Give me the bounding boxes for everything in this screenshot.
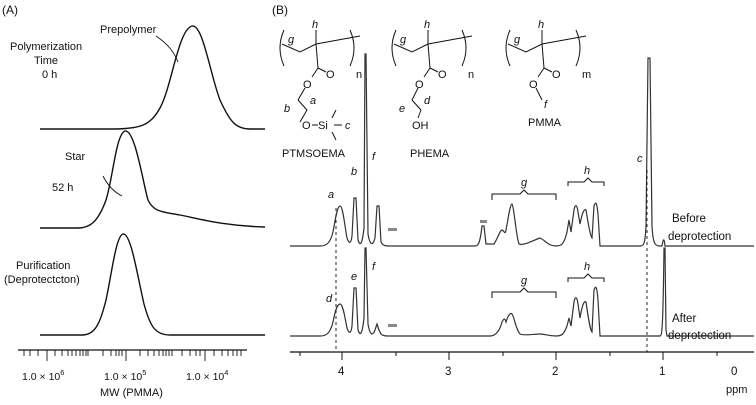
peak-f-after-label: f	[372, 261, 376, 273]
after-bracket-g	[491, 287, 557, 298]
ptmsoema-o-carbonyl: O	[326, 69, 335, 81]
before-label-line2: deprotection	[668, 231, 731, 243]
after-label-line2: deprotection	[668, 330, 731, 342]
pmma-name: PMMA	[528, 117, 562, 129]
peak-g-after-label: g	[521, 275, 528, 287]
time-0h-label: 0 h	[42, 69, 57, 81]
ppm-unit-label: ppm	[726, 384, 747, 396]
deprotection-label: (Deprotectcton)	[4, 274, 80, 286]
peak-f-before-label: f	[372, 151, 376, 163]
ppm-tick-4: 4	[338, 366, 345, 378]
phema-n: n	[468, 69, 474, 81]
panel-a-label: (A)	[2, 3, 18, 17]
phema-e: e	[399, 103, 405, 115]
pmma-o-ester: O	[529, 79, 538, 91]
before-label-line1: Before	[672, 213, 706, 225]
pmma-structure	[505, 29, 587, 101]
peak-c-label: c	[637, 153, 643, 165]
panel-a-axis-title: MW (PMMA)	[100, 387, 163, 399]
prepolymer-pointer	[155, 35, 179, 63]
phema-o-carbonyl: O	[438, 69, 447, 81]
ptmsoema-b: b	[284, 103, 290, 115]
tick-1e4: 1.0 × 104	[186, 368, 228, 383]
panel-a: (A) Prepolymer Polymerization Time 0 h S…	[2, 3, 266, 399]
before-bracket-h	[567, 177, 605, 186]
before-impurity-marker	[388, 228, 397, 231]
star-label: Star	[65, 151, 86, 163]
ppm-tick-0: 0	[731, 366, 737, 378]
phema-g: g	[400, 34, 407, 46]
pmma-o-carbonyl: O	[552, 69, 561, 81]
phema-h: h	[424, 19, 430, 31]
before-impurity-marker-2	[480, 220, 487, 223]
peak-a-label: a	[328, 189, 334, 201]
after-label-line1: After	[672, 313, 696, 325]
ppm-tick-1: 1	[659, 366, 665, 378]
after-spectrum	[290, 247, 754, 337]
star-pointer	[102, 175, 123, 197]
purified-trace	[40, 233, 265, 336]
ptmsoema-si: Si	[318, 120, 328, 132]
ptmsoema-a: a	[310, 95, 316, 107]
peak-e-label: e	[351, 271, 357, 283]
panel-b-label: (B)	[272, 3, 288, 17]
ptmsoema-o-ester: O	[303, 79, 312, 91]
panel-a-ticks	[23, 350, 242, 361]
pmma-g: g	[514, 34, 521, 46]
ptmsoema-c: c	[345, 120, 351, 132]
prepolymer-trace	[40, 25, 265, 130]
ptmsoema-structure	[279, 29, 361, 141]
purification-label: Purification	[16, 260, 70, 272]
polymerization-label: Polymerization	[10, 41, 82, 53]
time-label: Time	[34, 55, 58, 67]
ptmsoema-name: PTMSOEMA	[282, 148, 346, 160]
ptmsoema-g: g	[288, 34, 295, 46]
star-trace	[40, 130, 266, 229]
phema-name: PHEMA	[410, 148, 450, 160]
tick-1e5: 1.0 × 105	[104, 368, 146, 383]
before-bracket-g	[491, 189, 557, 200]
phema-oh: OH	[412, 120, 429, 132]
pmma-f: f	[544, 99, 548, 111]
phema-d: d	[424, 95, 431, 107]
prepolymer-label: Prepolymer	[100, 24, 157, 36]
peak-h-after-label: h	[584, 261, 590, 273]
pmma-h: h	[538, 19, 544, 31]
peak-b-label: b	[351, 166, 357, 178]
peak-h-before-label: h	[584, 165, 590, 177]
phema-structure	[391, 29, 473, 119]
pmma-m: m	[582, 69, 591, 81]
panel-b-ticks	[299, 352, 718, 360]
time-52h-label: 52 h	[52, 182, 73, 194]
ppm-tick-3: 3	[445, 366, 451, 378]
phema-o-ester: O	[415, 79, 424, 91]
tick-1e6: 1.0 × 106	[22, 368, 64, 383]
peak-g-before-label: g	[521, 177, 528, 189]
after-bracket-h	[567, 273, 605, 282]
peak-d-label: d	[326, 293, 333, 305]
ptmsoema-n: n	[356, 69, 362, 81]
ptmsoema-o-silyl: O	[302, 120, 311, 132]
before-spectrum	[290, 53, 754, 247]
ppm-tick-2: 2	[552, 366, 558, 378]
after-impurity-marker	[388, 324, 397, 327]
ptmsoema-h: h	[312, 19, 318, 31]
panel-b: (B) g h n O O a b O Si c PTMSOEMA	[272, 3, 754, 396]
